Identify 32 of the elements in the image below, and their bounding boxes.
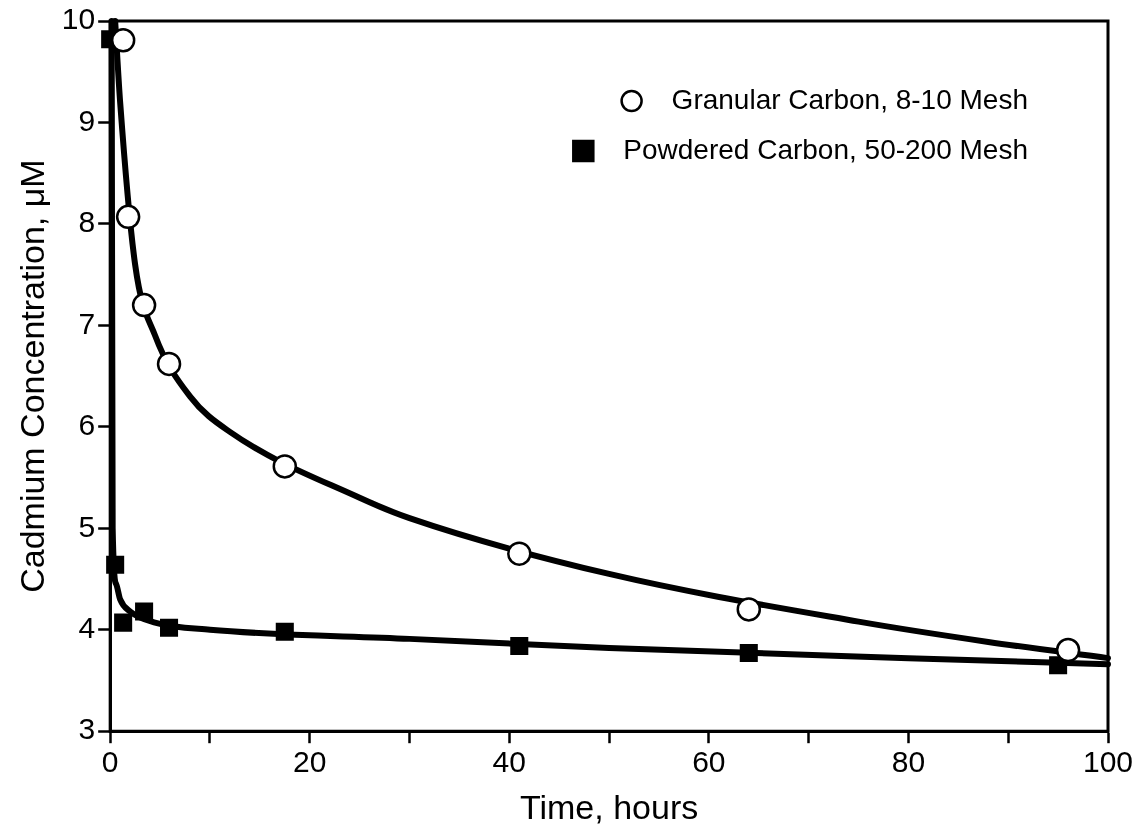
y-tick-label: 10 (61, 2, 96, 36)
y-tick-label: 6 (78, 408, 96, 442)
y-tick-label: 4 (78, 611, 96, 645)
point (131, 292, 157, 318)
y-tick-label: 9 (78, 103, 96, 137)
y-tick-label: 5 (78, 509, 96, 543)
legend-label: Granular Carbon, 8-10 Mesh (671, 83, 1029, 115)
x-tick-label: 80 (891, 745, 926, 779)
y-tick-label: 3 (78, 712, 96, 746)
point (156, 351, 182, 377)
point (275, 622, 294, 641)
x-axis-title: Time, hours (519, 787, 699, 826)
legend-label: Powdered Carbon, 50-200 Mesh (623, 133, 1028, 165)
point (114, 613, 133, 632)
point (272, 454, 298, 479)
point (736, 597, 762, 622)
x-tick-label: 100 (1082, 745, 1134, 779)
y-axis-title: Cadmium Concentration, μM (12, 159, 51, 593)
y-tick-label: 7 (78, 306, 96, 340)
y-tick-label: 8 (78, 205, 96, 239)
point (110, 28, 136, 53)
point (160, 618, 179, 637)
x-tick-label: 20 (293, 745, 327, 779)
x-tick-label: 60 (692, 745, 726, 779)
point (510, 636, 529, 655)
x-tick-label: 40 (492, 745, 526, 779)
point (739, 644, 758, 663)
point (507, 541, 532, 566)
point (115, 204, 141, 230)
point (135, 602, 154, 621)
x-tick-label: 0 (101, 745, 119, 779)
point (1055, 637, 1081, 663)
